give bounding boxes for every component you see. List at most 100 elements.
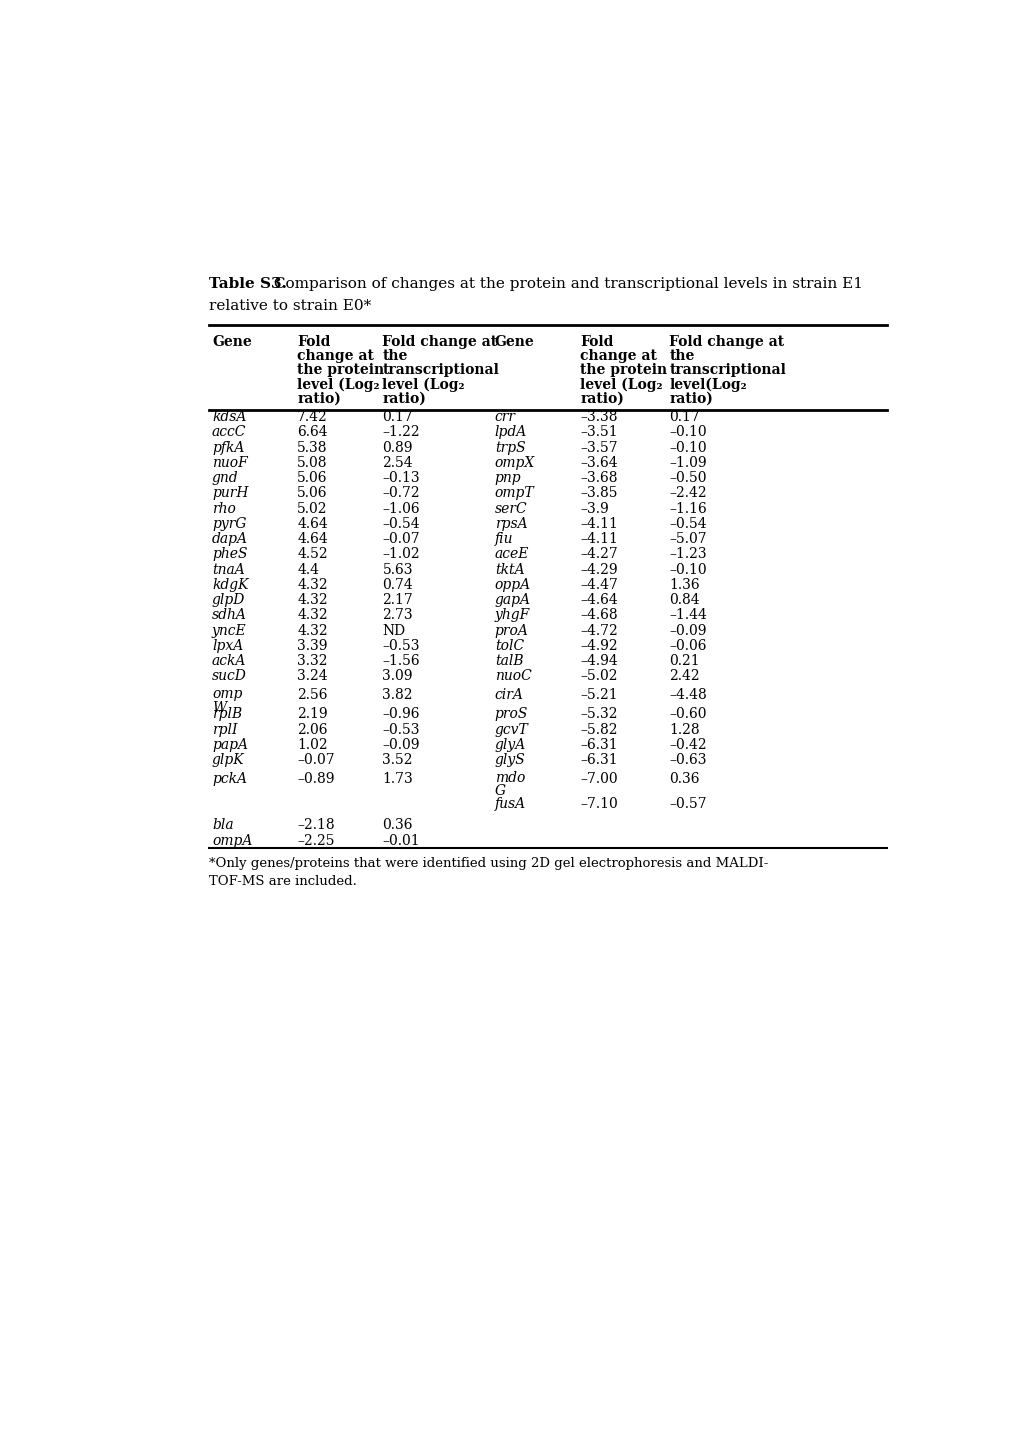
Text: –7.00: –7.00	[580, 772, 618, 786]
Text: –3.9: –3.9	[580, 502, 608, 515]
Text: level(Log₂: level(Log₂	[668, 378, 746, 392]
Text: –1.09: –1.09	[668, 456, 706, 470]
Text: –0.50: –0.50	[668, 472, 706, 485]
Text: 5.02: 5.02	[297, 502, 327, 515]
Text: rpsA: rpsA	[494, 517, 527, 531]
Text: –1.44: –1.44	[668, 609, 706, 622]
Text: –0.07: –0.07	[297, 753, 334, 768]
Text: proS: proS	[494, 707, 528, 722]
Text: –3.85: –3.85	[580, 486, 616, 501]
Text: 2.54: 2.54	[382, 456, 413, 470]
Text: –0.10: –0.10	[668, 426, 706, 440]
Text: ND: ND	[382, 623, 406, 638]
Text: purH: purH	[212, 486, 249, 501]
Text: –5.02: –5.02	[580, 670, 616, 684]
Text: 0.36: 0.36	[382, 818, 413, 833]
Text: 2.19: 2.19	[297, 707, 327, 722]
Text: –0.63: –0.63	[668, 753, 706, 768]
Text: –0.10: –0.10	[668, 563, 706, 577]
Text: Table S3.: Table S3.	[209, 277, 286, 291]
Text: kdgK: kdgK	[212, 577, 249, 592]
Text: bla: bla	[212, 818, 233, 833]
Text: –3.68: –3.68	[580, 472, 616, 485]
Text: –3.64: –3.64	[580, 456, 618, 470]
Text: 2.56: 2.56	[297, 688, 327, 703]
Text: pyrG: pyrG	[212, 517, 247, 531]
Text: 2.06: 2.06	[297, 723, 327, 737]
Text: –3.38: –3.38	[580, 410, 616, 424]
Text: pfkA: pfkA	[212, 440, 245, 455]
Text: –0.60: –0.60	[668, 707, 706, 722]
Text: –0.54: –0.54	[382, 517, 420, 531]
Text: –1.16: –1.16	[668, 502, 706, 515]
Text: fusA: fusA	[494, 797, 526, 811]
Text: 3.52: 3.52	[382, 753, 413, 768]
Text: –7.10: –7.10	[580, 797, 618, 811]
Text: rplB: rplB	[212, 707, 242, 722]
Text: –0.53: –0.53	[382, 723, 420, 737]
Text: cirA: cirA	[494, 688, 523, 703]
Text: talB: talB	[494, 654, 523, 668]
Text: glyA: glyA	[494, 737, 526, 752]
Text: Fold: Fold	[580, 335, 612, 349]
Text: Fold change at: Fold change at	[382, 335, 497, 349]
Text: ompA: ompA	[212, 834, 252, 847]
Text: G: G	[494, 785, 505, 798]
Text: –2.25: –2.25	[297, 834, 334, 847]
Text: 2.17: 2.17	[382, 593, 413, 608]
Text: Fold: Fold	[297, 335, 330, 349]
Text: gapA: gapA	[494, 593, 530, 608]
Text: 0.89: 0.89	[382, 440, 413, 455]
Text: level (Log₂: level (Log₂	[297, 378, 379, 392]
Text: –4.94: –4.94	[580, 654, 618, 668]
Text: –5.07: –5.07	[668, 532, 706, 545]
Text: –0.07: –0.07	[382, 532, 420, 545]
Text: 4.32: 4.32	[297, 623, 327, 638]
Text: change at: change at	[297, 349, 374, 364]
Text: 0.84: 0.84	[668, 593, 699, 608]
Text: 5.63: 5.63	[382, 563, 413, 577]
Text: –4.29: –4.29	[580, 563, 618, 577]
Text: 5.06: 5.06	[297, 486, 327, 501]
Text: nuoC: nuoC	[494, 670, 531, 684]
Text: pnp: pnp	[494, 472, 521, 485]
Text: 3.82: 3.82	[382, 688, 413, 703]
Text: ratio): ratio)	[668, 392, 712, 405]
Text: –0.72: –0.72	[382, 486, 420, 501]
Text: proA: proA	[494, 623, 528, 638]
Text: –5.32: –5.32	[580, 707, 616, 722]
Text: –4.47: –4.47	[580, 577, 618, 592]
Text: level (Log₂: level (Log₂	[382, 378, 465, 392]
Text: –1.06: –1.06	[382, 502, 420, 515]
Text: tktA: tktA	[494, 563, 524, 577]
Text: ackA: ackA	[212, 654, 247, 668]
Text: fiu: fiu	[494, 532, 513, 545]
Text: yncE: yncE	[212, 623, 247, 638]
Text: 0.21: 0.21	[668, 654, 699, 668]
Text: –0.89: –0.89	[297, 772, 334, 786]
Text: Gene: Gene	[494, 335, 534, 349]
Text: 0.36: 0.36	[668, 772, 699, 786]
Text: –4.11: –4.11	[580, 517, 618, 531]
Text: omp: omp	[212, 687, 243, 701]
Text: 4.4: 4.4	[297, 563, 319, 577]
Text: –0.10: –0.10	[668, 440, 706, 455]
Text: level (Log₂: level (Log₂	[580, 378, 662, 392]
Text: gnd: gnd	[212, 472, 238, 485]
Text: lpdA: lpdA	[494, 426, 527, 440]
Text: TOF-MS are included.: TOF-MS are included.	[209, 874, 357, 887]
Text: 2.73: 2.73	[382, 609, 413, 622]
Text: sucD: sucD	[212, 670, 247, 684]
Text: transcriptional: transcriptional	[668, 364, 786, 378]
Text: 7.42: 7.42	[297, 410, 328, 424]
Text: –1.56: –1.56	[382, 654, 420, 668]
Text: –4.64: –4.64	[580, 593, 618, 608]
Text: 2.42: 2.42	[668, 670, 699, 684]
Text: 4.64: 4.64	[297, 532, 328, 545]
Text: –0.01: –0.01	[382, 834, 420, 847]
Text: trpS: trpS	[494, 440, 525, 455]
Text: –3.57: –3.57	[580, 440, 618, 455]
Text: 3.39: 3.39	[297, 639, 327, 652]
Text: ompT: ompT	[494, 486, 534, 501]
Text: the: the	[382, 349, 408, 364]
